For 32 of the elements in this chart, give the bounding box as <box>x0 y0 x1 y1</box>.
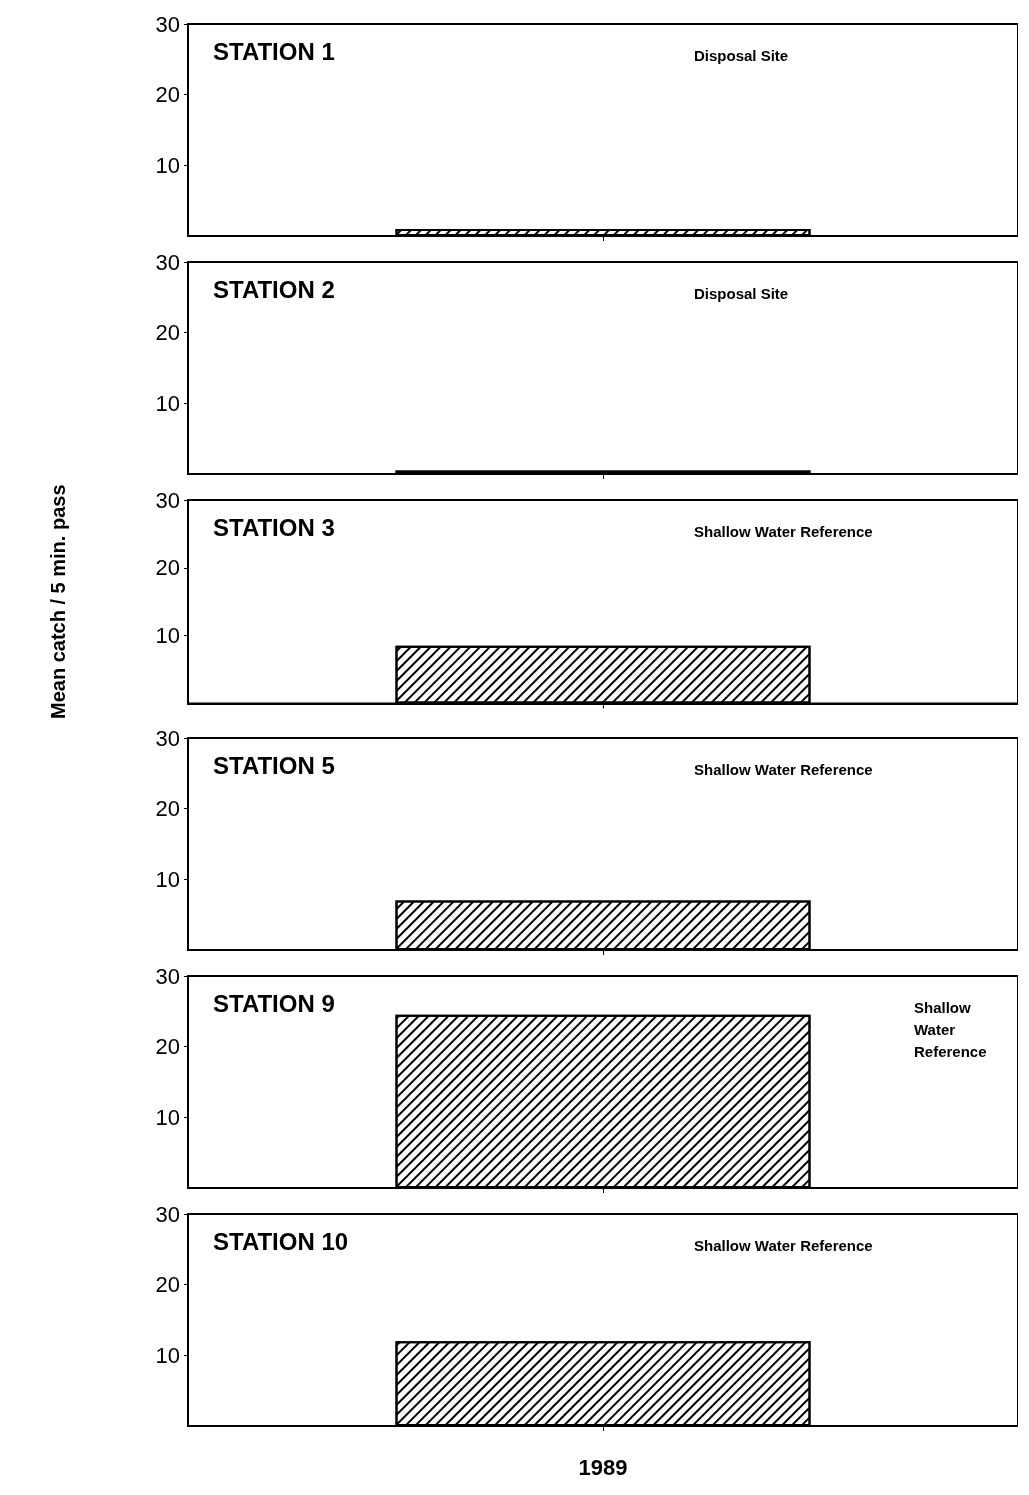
y-tick-label: 10 <box>155 623 180 649</box>
y-tick-label: 30 <box>155 725 180 751</box>
y-tick-label: 10 <box>155 390 180 416</box>
text: STATION 9 <box>213 989 335 1017</box>
y-axis-title: Mean catch / 5 min. pass <box>47 484 69 719</box>
y-tick-label: 10 <box>155 1104 180 1130</box>
y-tick-label: 20 <box>155 1034 180 1060</box>
text: STATION 2 <box>213 275 335 303</box>
y-tick-label: 10 <box>155 866 180 892</box>
text: STATION 1 <box>213 37 335 65</box>
annotation: Shallow Water Reference <box>694 760 873 778</box>
annotation: Disposal Site <box>694 284 789 302</box>
y-tick-label: 10 <box>155 1342 180 1368</box>
y-tick-label: 30 <box>155 1201 180 1227</box>
y-tick-label: 30 <box>155 249 180 275</box>
y-tick-label: 20 <box>155 320 180 346</box>
y-tick-label: 20 <box>155 1272 180 1298</box>
y-tick-label: 20 <box>155 82 180 108</box>
y-tick-label: 20 <box>155 796 180 822</box>
text: STATION 10 <box>213 1227 349 1255</box>
y-tick-label: 30 <box>155 487 180 513</box>
annotation: Shallow Water Reference <box>694 1236 873 1254</box>
text: STATION 3 <box>213 513 335 541</box>
y-tick-label: 10 <box>155 152 180 178</box>
text: STATION 5 <box>213 751 335 779</box>
annotation: Disposal Site <box>694 46 789 64</box>
text: Shallow Water Reference <box>914 998 987 1060</box>
y-tick-label: 30 <box>155 963 180 989</box>
annotation: Shallow Water Reference <box>694 522 873 540</box>
y-tick-label: 20 <box>155 555 180 581</box>
y-tick-label: 30 <box>155 11 180 37</box>
x-axis-title: 1989 <box>578 1454 628 1480</box>
